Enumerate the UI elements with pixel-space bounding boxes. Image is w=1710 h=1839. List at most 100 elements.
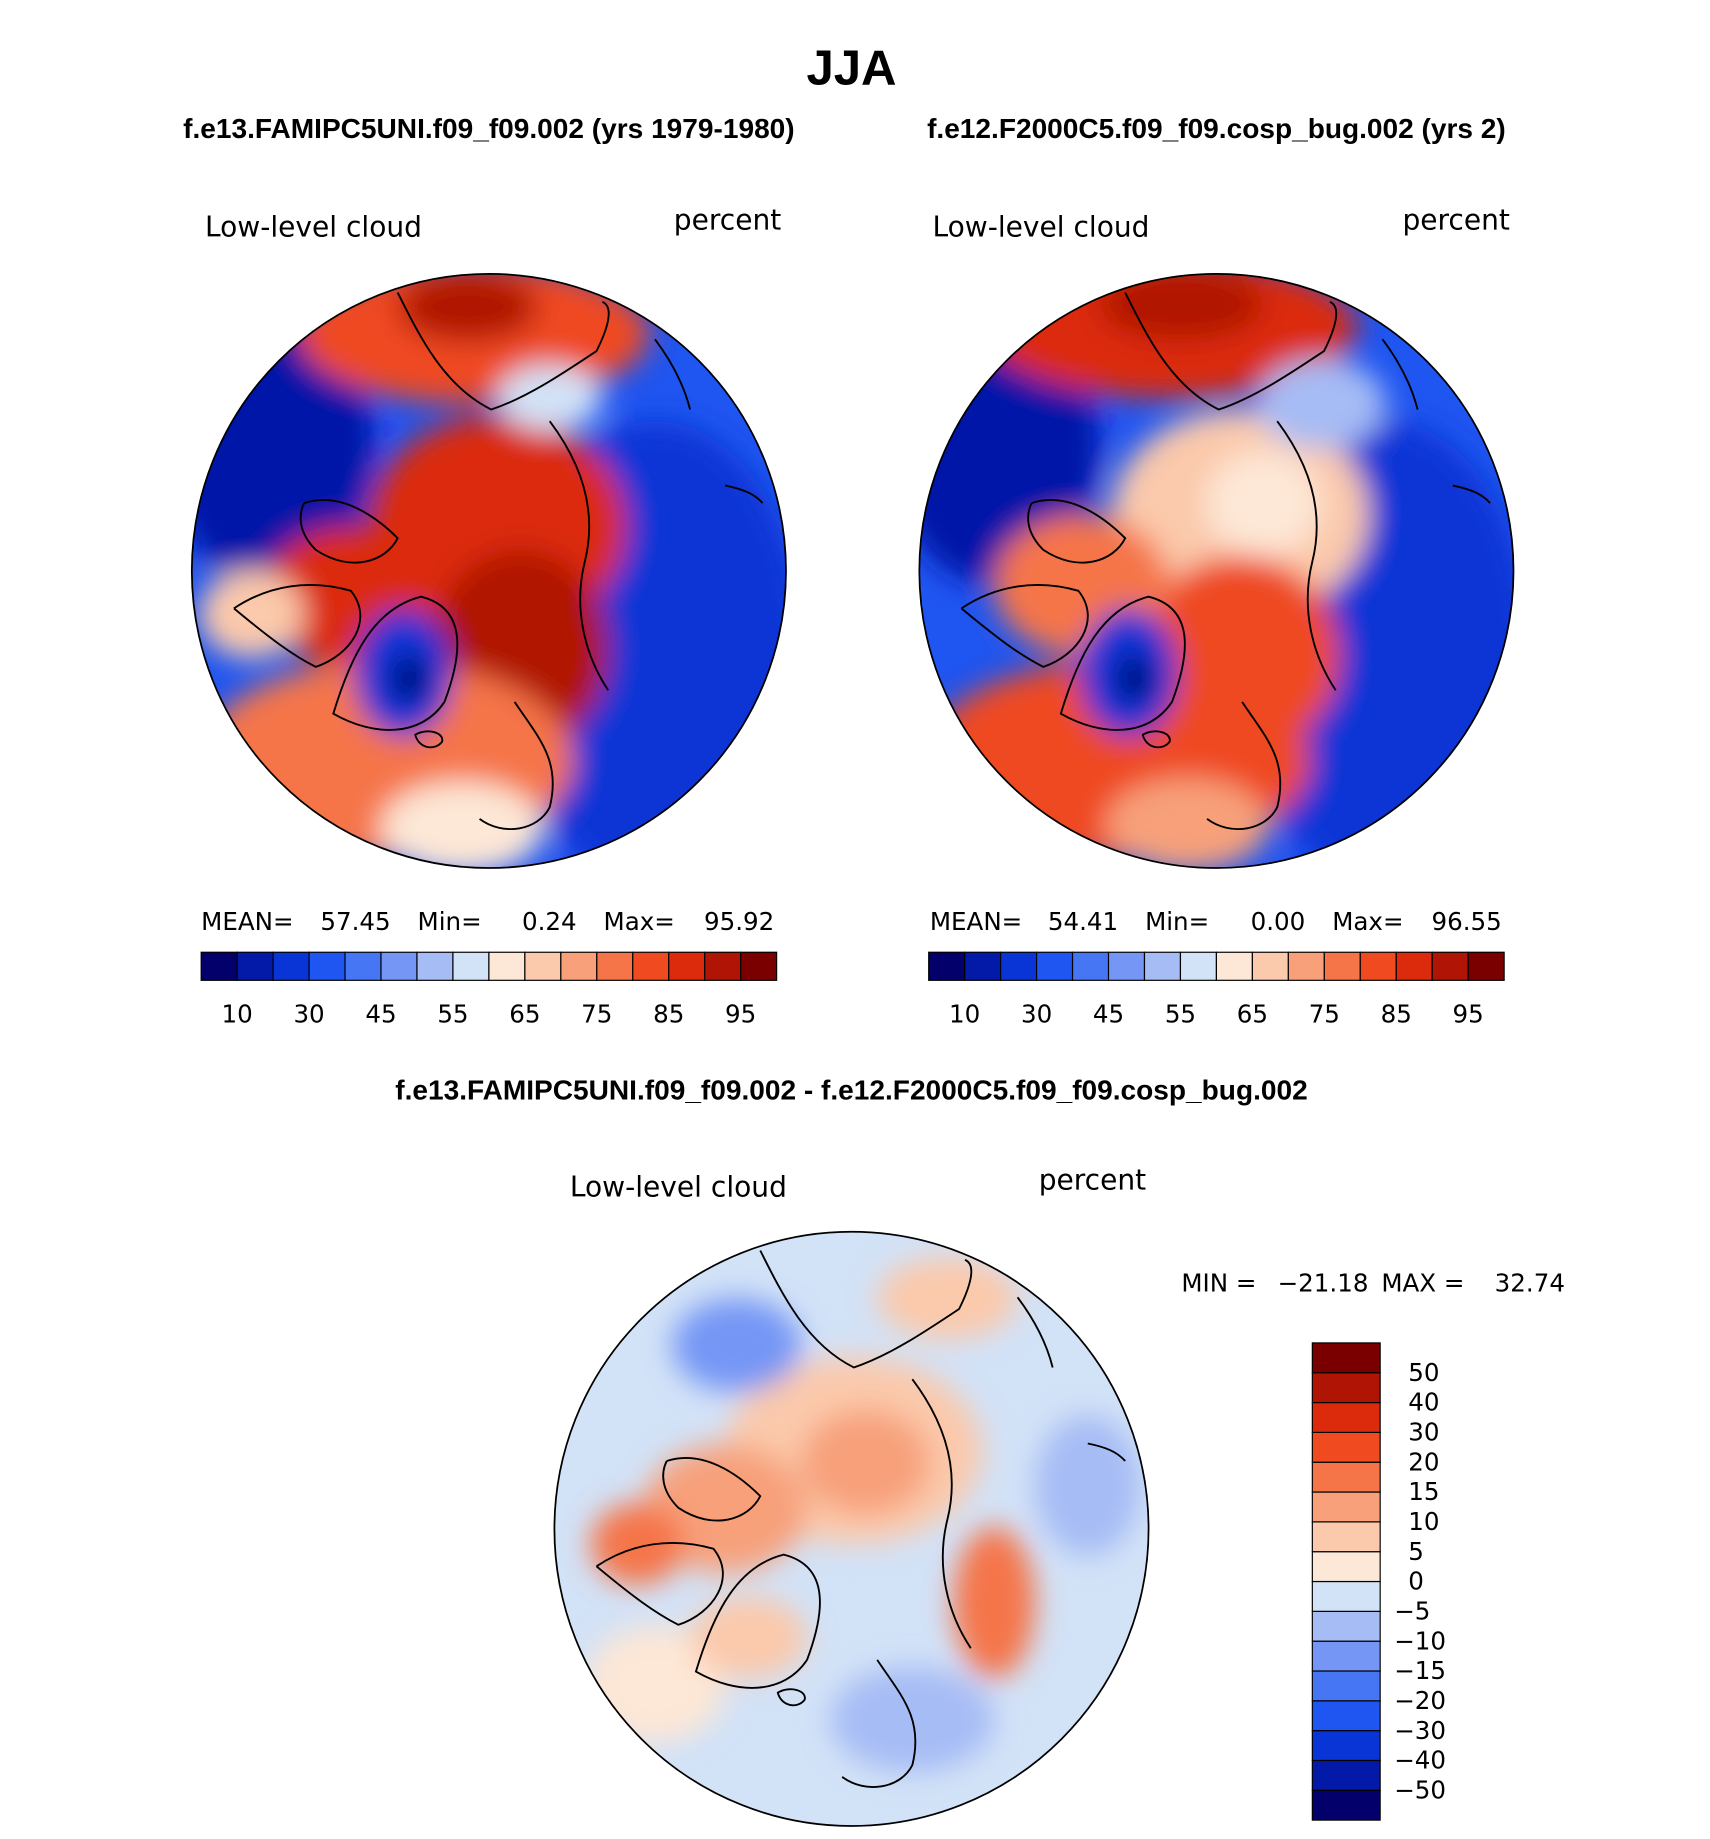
right-colorbar-tick-label: 30 [1021, 999, 1052, 1028]
diff-colorbar-tick-label: 50 [1408, 1358, 1439, 1387]
left-max-label: Max= [604, 907, 675, 936]
diff-greenland-increase [690, 1596, 808, 1679]
diff-max-label: MAX = [1381, 1268, 1464, 1297]
right-colorbar-box [1107, 951, 1146, 981]
panel-difference: Low-level cloud percent [553, 1164, 1565, 1827]
diff-colorbar-tick-label: −30 [1394, 1716, 1446, 1745]
right-colorbar-tick-label: 55 [1165, 999, 1196, 1028]
left-colorbar-ticks: 10 30 45 55 65 75 85 95 [222, 999, 757, 1028]
right-colorbar-box [1143, 951, 1182, 981]
left-colorbar-box [668, 951, 706, 981]
left-colorbar-tick-label: 10 [222, 999, 253, 1028]
left-colorbar-tick-label: 55 [437, 999, 468, 1028]
case-right-title: f.e12.F2000C5.f09_f09.cosp_bug.002 (yrs … [927, 113, 1506, 144]
left-units-label: percent [674, 203, 781, 236]
diff-colorbar-box [1311, 1610, 1381, 1642]
diff-colorbar-tick-label: 15 [1408, 1477, 1439, 1506]
left-colorbar-box [236, 951, 274, 981]
left-coastlines [233, 292, 764, 831]
diff-colorbar-box [1311, 1700, 1381, 1732]
diff-colorbar-box [1311, 1580, 1381, 1612]
left-stats: MEAN= 57.45 Min= 0.24 Max= 95.92 [201, 907, 774, 936]
left-map-field [191, 273, 786, 869]
diff-colorbar-box [1311, 1372, 1381, 1404]
diff-colorbar-box [1311, 1789, 1381, 1821]
right-bering-clouds [1099, 273, 1264, 340]
left-colorbar-box [704, 951, 742, 981]
diff-min-value: −21.18 [1278, 1268, 1369, 1297]
right-map-field [919, 273, 1514, 869]
diff-archipelago-increase [643, 1444, 808, 1574]
diff-colorbar-tick-label: −10 [1394, 1626, 1446, 1655]
right-greenland-core [1116, 655, 1153, 702]
diff-coastlines [595, 1250, 1126, 1788]
diff-colorbar-box [1311, 1640, 1381, 1672]
right-colorbar-box [1287, 951, 1325, 981]
left-colorbar-box [596, 951, 634, 981]
right-min-label: Min= [1145, 907, 1209, 936]
left-greenland-core [391, 655, 427, 702]
right-colorbar-box [928, 951, 966, 981]
diff-min-label: MIN = [1181, 1268, 1256, 1297]
left-colorbar-box [560, 951, 598, 981]
left-colorbar-tick-label: 95 [725, 999, 756, 1028]
right-colorbar-ticks: 10 30 45 55 65 75 85 95 [949, 999, 1484, 1028]
right-colorbar-box [1071, 951, 1110, 981]
right-colorbar-box [1179, 951, 1218, 981]
left-min-value: 0.24 [522, 907, 577, 936]
diff-colorbar-tick-label: −5 [1394, 1597, 1430, 1626]
left-colorbar-tick-label: 65 [509, 999, 540, 1028]
left-colorbar-box [380, 951, 418, 981]
left-colorbar-box [344, 951, 382, 981]
diff-pole-increase [801, 1409, 930, 1515]
right-mean-label: MEAN= [930, 907, 1022, 936]
diff-map-border [553, 1230, 1150, 1827]
right-colorbar-tick-label: 65 [1237, 999, 1268, 1028]
left-colorbar-box [632, 951, 670, 981]
left-colorbar-box [488, 951, 526, 981]
diff-colorbar-box [1311, 1461, 1381, 1493]
left-colorbar-box [524, 951, 562, 981]
right-max-value: 96.55 [1432, 907, 1502, 936]
diff-colorbar-tick-label: 30 [1408, 1418, 1439, 1447]
right-mean-value: 54.41 [1048, 907, 1118, 936]
left-colorbar-tick-label: 75 [581, 999, 612, 1028]
diff-colorbar-box [1311, 1491, 1381, 1523]
right-colorbar-box [1036, 951, 1074, 981]
diff-variable-label: Low-level cloud [570, 1171, 787, 1204]
diff-siberia-increase [953, 1526, 1036, 1679]
diff-colorbar-box [1311, 1401, 1381, 1433]
diff-units-label: percent [1039, 1164, 1146, 1197]
right-colorbar-box [1395, 951, 1433, 981]
left-colorbar-box [272, 951, 310, 981]
right-colorbar-tick-label: 10 [949, 999, 980, 1028]
left-mean-value: 57.45 [320, 907, 390, 936]
right-eastsib-clouds [1257, 359, 1387, 449]
right-map-border [918, 272, 1515, 869]
case-left-title: f.e13.FAMIPC5UNI.f09_f09.002 (yrs 1979-1… [183, 113, 794, 144]
left-colorbar-box [740, 951, 778, 981]
diff-colorbar-box [1311, 1431, 1381, 1463]
right-coastlines [960, 292, 1491, 831]
left-colorbar-box [308, 951, 346, 981]
diff-colorbar-tick-label: −50 [1394, 1775, 1446, 1804]
right-variable-label: Low-level cloud [932, 210, 1149, 243]
panel-right: Low-level cloud percent [918, 203, 1515, 1028]
left-colorbar-tick-label: 85 [653, 999, 684, 1028]
diff-title: f.e13.FAMIPC5UNI.f09_f09.002 - f.e12.F20… [395, 1075, 1307, 1106]
left-norsea-clouds [380, 781, 544, 869]
diff-colorbar-tick-label: 20 [1408, 1447, 1439, 1476]
diff-colorbar-tick-label: −15 [1394, 1656, 1446, 1685]
diff-stats: MIN = −21.18 MAX = 32.74 [1181, 1268, 1565, 1297]
diff-colorbar-tick-label: 5 [1408, 1537, 1424, 1566]
diff-eurasia-decrease [1035, 1415, 1141, 1556]
diff-alaska-decrease [672, 1298, 802, 1393]
right-colorbar-box [1215, 951, 1253, 981]
left-colorbar-box [200, 951, 238, 981]
right-colorbar-box [964, 951, 1002, 981]
right-units-label: percent [1402, 203, 1509, 236]
left-eastsib-clouds [497, 365, 603, 431]
right-pole-clouds [1204, 450, 1322, 556]
season-title: JJA [806, 41, 896, 95]
left-colorbar-tick-label: 45 [365, 999, 396, 1028]
